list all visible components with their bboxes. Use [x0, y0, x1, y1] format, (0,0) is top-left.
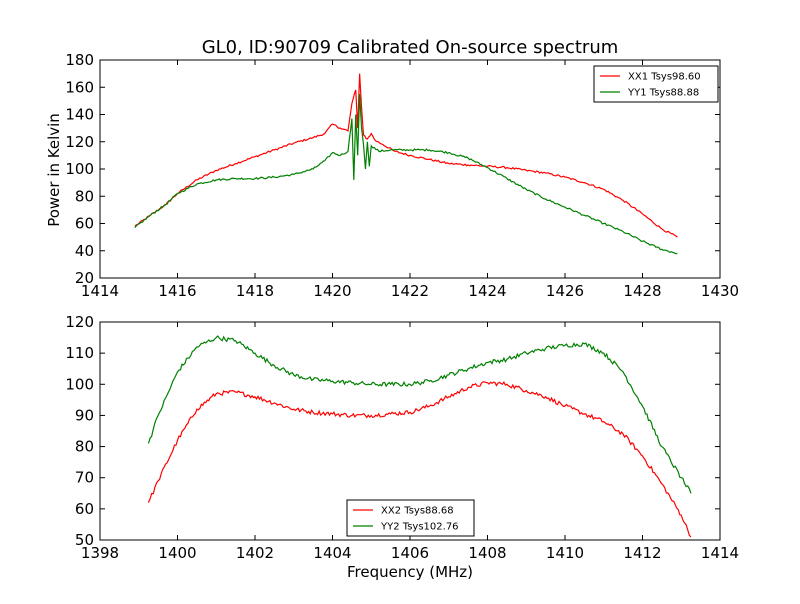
x-tick-label: 1416	[158, 282, 196, 300]
figure-title: GL0, ID:90709 Calibrated On-source spect…	[202, 37, 619, 58]
legend-box	[593, 65, 719, 103]
y-tick-label: 120	[65, 313, 94, 331]
series-line-xx1	[134, 73, 678, 238]
y-tick-label: 100	[65, 375, 94, 393]
y-tick-label: 180	[65, 51, 94, 69]
x-tick-label: 1420	[313, 282, 351, 300]
y-tick-label: 60	[75, 215, 94, 233]
legend-label: XX2 Tsys88.68	[381, 506, 454, 517]
y-tick-label: 120	[65, 133, 94, 151]
y-tick-label: 100	[65, 160, 94, 178]
y-tick-label: 40	[75, 242, 94, 260]
y-tick-label: 20	[75, 269, 94, 287]
x-tick-label: 1408	[468, 544, 506, 562]
y-tick-label: 50	[75, 531, 94, 549]
x-tick-label: 1412	[623, 544, 661, 562]
legend-box	[346, 499, 475, 537]
y-tick-label: 70	[75, 469, 94, 487]
y-tick-label: 160	[65, 78, 94, 96]
legend-label: XX1 Tsys98.60	[628, 72, 701, 83]
series-line-yy2	[147, 335, 692, 494]
series-line-yy1	[134, 94, 678, 255]
y-tick-label: 80	[75, 187, 94, 205]
x-tick-label: 1430	[701, 282, 739, 300]
y-tick-label: 110	[65, 344, 94, 362]
bottom-panel: 1398 1400 1402 1404 1406 1408 1410 1412 1414 50 60…	[65, 313, 739, 562]
y-tick-label: 60	[75, 500, 94, 518]
y-tick-label: 80	[75, 438, 94, 456]
x-axis-label: Frequency (MHz)	[347, 563, 473, 581]
legend-label: YY1 Tsys88.88	[627, 88, 699, 99]
legend: XX2 Tsys88.68 YY2 Tsys102.76	[346, 499, 475, 537]
x-tick-label: 1404	[313, 544, 351, 562]
x-tick-label: 1402	[236, 544, 274, 562]
x-tick-label: 1422	[391, 282, 429, 300]
top-panel: 1414 1416 1418 1420 1422 1424 1426 1428 1430 20 40…	[65, 51, 739, 300]
y-tick-label: 140	[65, 106, 94, 124]
x-tick-label: 1414	[701, 544, 739, 562]
x-tick-label: 1428	[623, 282, 661, 300]
x-tick-label: 1414	[81, 282, 119, 300]
y-axis-label: Power in Kelvin	[45, 113, 63, 227]
x-tick-label: 1400	[158, 544, 196, 562]
x-tick-label: 1424	[468, 282, 506, 300]
x-tick-label: 1410	[546, 544, 584, 562]
x-tick-label: 1406	[391, 544, 429, 562]
x-tick-label: 1398	[81, 544, 119, 562]
legend-label: YY2 Tsys102.76	[380, 522, 459, 533]
x-tick-label: 1418	[236, 282, 274, 300]
legend: XX1 Tsys98.60 YY1 Tsys88.88	[593, 65, 719, 103]
x-tick-label: 1426	[546, 282, 584, 300]
y-tick-label: 90	[75, 406, 94, 424]
series-line-xx2	[147, 381, 692, 538]
